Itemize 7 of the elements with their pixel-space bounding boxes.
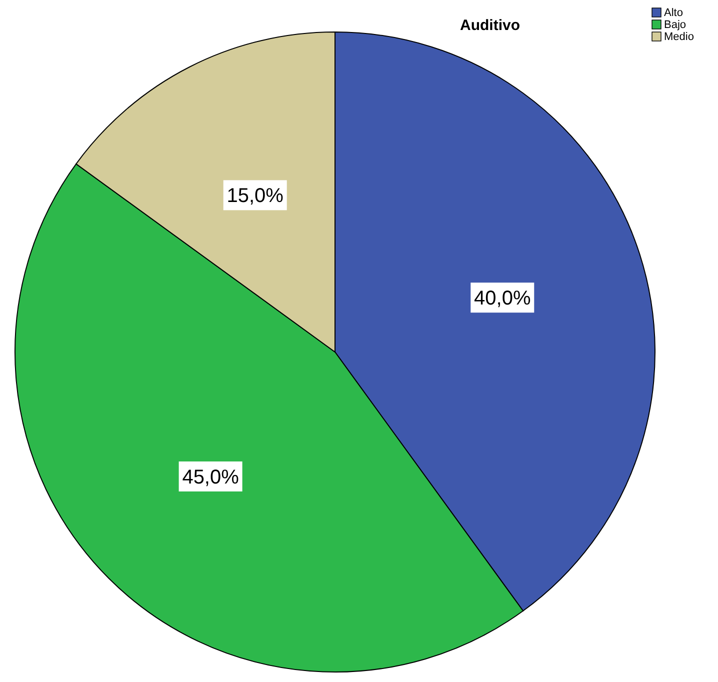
text: Auditivo bbox=[460, 17, 520, 34]
data-label: 45,0% bbox=[182, 466, 240, 488]
legend-label: Bajo bbox=[664, 19, 686, 31]
data-label: 15,0% bbox=[226, 185, 284, 208]
legend-label: Alto bbox=[664, 7, 683, 19]
legend-label: Medio bbox=[664, 31, 694, 43]
data-label: 40,0% bbox=[474, 288, 531, 310]
